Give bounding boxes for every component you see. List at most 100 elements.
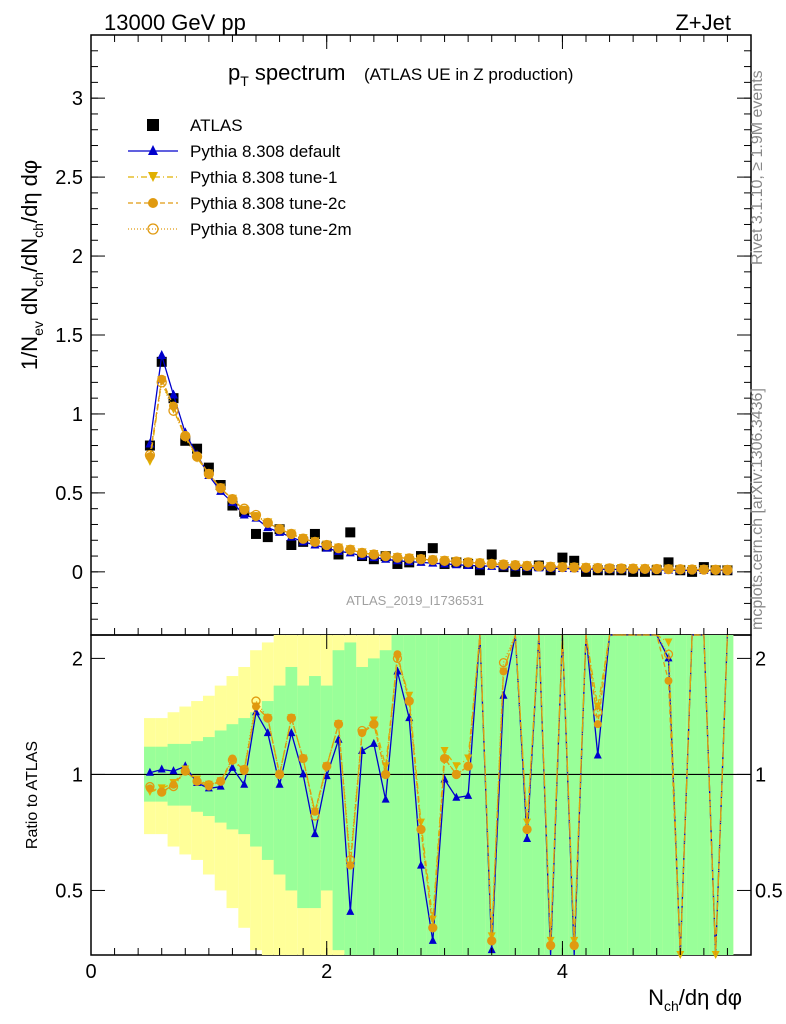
ratio-point — [322, 761, 332, 771]
mc-point — [286, 528, 297, 540]
ratio-point — [322, 762, 331, 771]
ratio-point — [275, 770, 284, 779]
data-point — [262, 532, 273, 543]
legend-marker — [148, 172, 158, 182]
x-axis-label: Nch/dη dφ — [648, 985, 742, 1014]
ratio-point — [299, 769, 308, 778]
mc-point — [486, 558, 497, 570]
mc-point — [298, 534, 308, 544]
data-point — [156, 356, 167, 367]
ratio-point — [440, 754, 449, 763]
mc-point — [627, 563, 639, 574]
legend-marker — [147, 119, 159, 131]
band-inner — [662, 635, 675, 955]
mc-point — [368, 549, 380, 560]
band-inner — [721, 635, 734, 955]
mc-point — [675, 564, 686, 575]
mc-point — [686, 564, 698, 575]
band-inner — [521, 635, 533, 955]
band-inner — [580, 635, 592, 955]
ratio-point — [664, 676, 673, 685]
mc-point — [239, 503, 250, 514]
data-point — [474, 565, 485, 576]
ratio-point — [240, 779, 249, 788]
ratio-point — [545, 940, 556, 951]
band-inner — [297, 685, 310, 909]
mc-point — [510, 560, 521, 571]
mc-point — [616, 563, 627, 574]
mc-point — [250, 509, 262, 521]
mc-line — [149, 376, 728, 571]
ratio-point — [523, 825, 532, 834]
band-inner — [627, 635, 640, 955]
band-inner — [686, 635, 698, 955]
ratio-point — [428, 935, 437, 944]
data-point — [427, 543, 438, 554]
ratio-point — [215, 776, 226, 786]
ratio-bands — [91, 635, 751, 955]
mc-point — [451, 557, 461, 567]
ratio-point — [275, 779, 284, 788]
mc-point — [333, 543, 344, 554]
mc-point — [663, 564, 674, 575]
ratio-point — [499, 667, 508, 676]
band-inner — [356, 666, 368, 955]
ratio-line — [149, 634, 729, 956]
ratio-point — [593, 750, 602, 759]
ratio-point — [404, 696, 414, 706]
mc-point — [416, 554, 426, 564]
band-inner — [391, 635, 404, 955]
analysis-watermark: ATLAS_2019_I1736531 — [346, 593, 484, 608]
band-inner — [556, 635, 569, 955]
mc-point — [227, 494, 237, 504]
mc-point — [392, 552, 403, 563]
ratio-point — [180, 766, 190, 776]
ratio-point — [464, 754, 473, 763]
ratio-series — [145, 634, 729, 959]
mc-point — [580, 562, 592, 573]
data-point — [251, 528, 261, 539]
data-point — [286, 540, 297, 550]
legend-marker — [147, 223, 159, 235]
y-tick-label: 1 — [72, 404, 83, 426]
mc-point — [180, 430, 191, 442]
axis-ticks: 0 0.5 1 1.5 2 2.5 3 0.5 0.5 1 1 2 2 0 2 4 — [55, 35, 783, 983]
ratio-point — [274, 769, 285, 780]
mc-point — [310, 537, 320, 547]
mc-point — [204, 469, 214, 479]
mc-point — [569, 562, 580, 573]
ratio-point — [664, 638, 673, 647]
ratio-point — [593, 720, 602, 729]
legend-label: Pythia 8.308 tune-2c — [190, 194, 346, 213]
mc-point — [309, 536, 321, 547]
mc-point — [357, 548, 367, 558]
mc-point — [639, 563, 651, 574]
band-inner — [650, 635, 663, 955]
data-point — [192, 443, 203, 454]
mc-point — [463, 557, 473, 567]
ratio-point — [428, 923, 438, 933]
mc-point — [286, 529, 296, 539]
y-tick-label: 0 — [72, 562, 83, 584]
ratio-point — [570, 941, 579, 950]
ratio-point — [405, 691, 414, 700]
ratio-point — [546, 941, 555, 950]
ratio-point — [157, 787, 167, 797]
mc-point — [592, 562, 603, 574]
plot-subtitle: (ATLAS UE in Z production) — [364, 65, 573, 84]
ratio-point — [416, 824, 426, 835]
ratio-point — [228, 762, 237, 771]
ratio-point — [392, 653, 403, 664]
y-tick-label: 2 — [72, 246, 83, 268]
ratio-point — [498, 657, 509, 668]
band-inner — [332, 650, 345, 951]
ratio-point — [192, 776, 202, 786]
mc-point — [262, 517, 273, 529]
mc-point — [545, 561, 556, 572]
ratio-point — [440, 747, 449, 756]
mc-point — [593, 563, 603, 573]
mc-point — [546, 562, 556, 572]
ratio-point — [439, 753, 450, 764]
band-inner — [697, 635, 710, 955]
ratio-point — [452, 762, 461, 771]
